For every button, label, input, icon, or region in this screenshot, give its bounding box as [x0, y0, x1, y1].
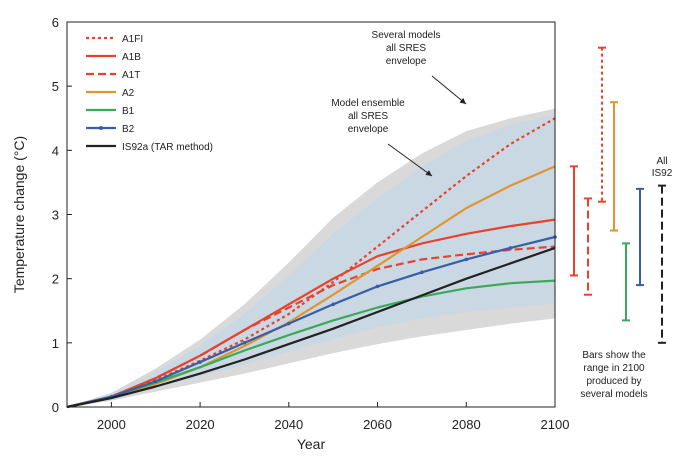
- series-marker-5-8: [420, 270, 424, 275]
- x-tick-label-4: 2080: [452, 417, 481, 432]
- legend: A1FI A1B A1T A2 B1 B2 IS92a (TAR method): [86, 34, 213, 153]
- range-bars-2100: [570, 46, 666, 344]
- y-axis-label: Temperature change (°C): [11, 136, 27, 293]
- anno-bars-note-2: produced by: [586, 376, 641, 387]
- x-tick-label-2: 2040: [274, 417, 303, 432]
- series-line-3: [66, 165, 556, 409]
- series-marker-5-2: [153, 379, 158, 384]
- y-tick-label-1: 1: [52, 336, 59, 351]
- anno-bars-note-1: range in 2100: [583, 363, 645, 374]
- anno-bars-note-3: several models: [580, 389, 647, 400]
- series-marker-5-10: [508, 246, 513, 250]
- legend-label-3: A2: [122, 88, 135, 99]
- legend-label-0: A1FI: [122, 34, 143, 45]
- y-tick-label-0: 0: [52, 400, 59, 415]
- series-line-6: [66, 246, 556, 409]
- legend-marker-5: [99, 126, 103, 130]
- y-axis-ticks: 0 1 2 3 4 5 6: [52, 15, 72, 415]
- envelope-0: [67, 115, 555, 407]
- x-tick-label-0: 2000: [97, 417, 126, 432]
- anno-several-models-0: Several models: [372, 30, 441, 41]
- arrow-several-models: [431, 75, 467, 105]
- y-tick-label-6: 6: [52, 15, 59, 30]
- annotations: Several models all SRES envelope Model ense…: [331, 30, 672, 400]
- series-marker-5-9: [464, 257, 469, 262]
- x-tick-label-1: 2020: [186, 417, 215, 432]
- series-lines: [66, 117, 557, 409]
- series-marker-5-3: [198, 360, 202, 364]
- y-tick-label-3: 3: [52, 208, 59, 223]
- series-marker-5-6: [331, 302, 336, 307]
- series-line-5: [66, 235, 556, 409]
- arrow-model-ensemble: [387, 143, 433, 177]
- series-marker-5-7: [375, 284, 380, 289]
- anno-model-ensemble-1: all SRES: [348, 111, 388, 122]
- anno-all-is92-1: IS92: [652, 168, 673, 179]
- anno-several-models-1: all SRES: [386, 43, 426, 54]
- legend-label-2: A1T: [122, 70, 140, 81]
- anno-several-models-2: envelope: [386, 56, 427, 67]
- y-tick-label-2: 2: [52, 272, 59, 287]
- x-tick-label-5: 2100: [541, 417, 570, 432]
- anno-model-ensemble-2: envelope: [348, 124, 389, 135]
- y-tick-label-4: 4: [52, 143, 59, 158]
- legend-label-1: A1B: [122, 52, 141, 63]
- legend-label-4: B1: [122, 106, 135, 117]
- anno-bars-note-0: Bars show the: [582, 350, 646, 361]
- series-marker-5-5: [287, 321, 291, 326]
- anno-all-is92-0: All: [656, 156, 667, 167]
- x-axis-label: Year: [297, 436, 326, 452]
- legend-label-6: IS92a (TAR method): [122, 142, 213, 153]
- x-tick-label-3: 2060: [363, 417, 392, 432]
- series-line-2: [66, 245, 556, 409]
- series-marker-5-4: [242, 341, 247, 345]
- anno-model-ensemble-0: Model ensemble: [331, 98, 405, 109]
- envelopes: [67, 108, 555, 407]
- x-axis-ticks: 2000 2020 2040 2060 2080 2100: [97, 402, 570, 432]
- legend-label-5: B2: [122, 124, 135, 135]
- y-tick-label-5: 5: [52, 79, 59, 94]
